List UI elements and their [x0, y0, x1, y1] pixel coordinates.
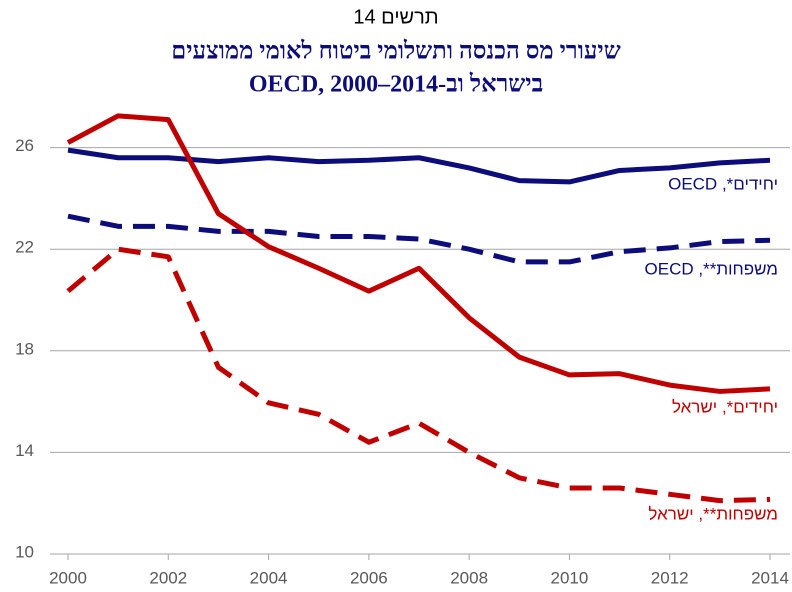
- series-label: משפחות**, OECD: [645, 259, 778, 278]
- chart-subtitle: בישראל וב-OECD, 2000–2014: [249, 72, 543, 98]
- y-tick-label: 22: [15, 238, 34, 257]
- y-tick-label: 18: [15, 339, 34, 358]
- y-tick-label: 10: [15, 542, 34, 561]
- x-tick-label: 2012: [651, 568, 689, 587]
- x-tick-label: 2010: [551, 568, 589, 587]
- x-tick-label: 2000: [49, 568, 87, 587]
- series-line: [66, 246, 771, 504]
- series-label: משפחות**, ישראל: [648, 504, 778, 523]
- chart-title: שיעורי מס הכנסה ותשלומי ביטוח לאומי ממוצ…: [171, 39, 620, 65]
- series-label: יחידים*, ישראל: [672, 397, 778, 416]
- x-tick-label: 2004: [250, 568, 288, 587]
- x-tick-label: 2014: [751, 568, 789, 587]
- y-tick-label: 14: [15, 441, 34, 460]
- x-tick-label: 2006: [350, 568, 388, 587]
- series-line: [67, 147, 771, 185]
- figure-label: תרשים 14: [353, 6, 438, 28]
- y-tick-label: 26: [15, 136, 34, 155]
- x-tick-label: 2002: [149, 568, 187, 587]
- series-label: יחידים*, OECD: [668, 174, 778, 193]
- series-line: [66, 113, 771, 394]
- x-tick-label: 2008: [450, 568, 488, 587]
- series-line: [67, 213, 771, 265]
